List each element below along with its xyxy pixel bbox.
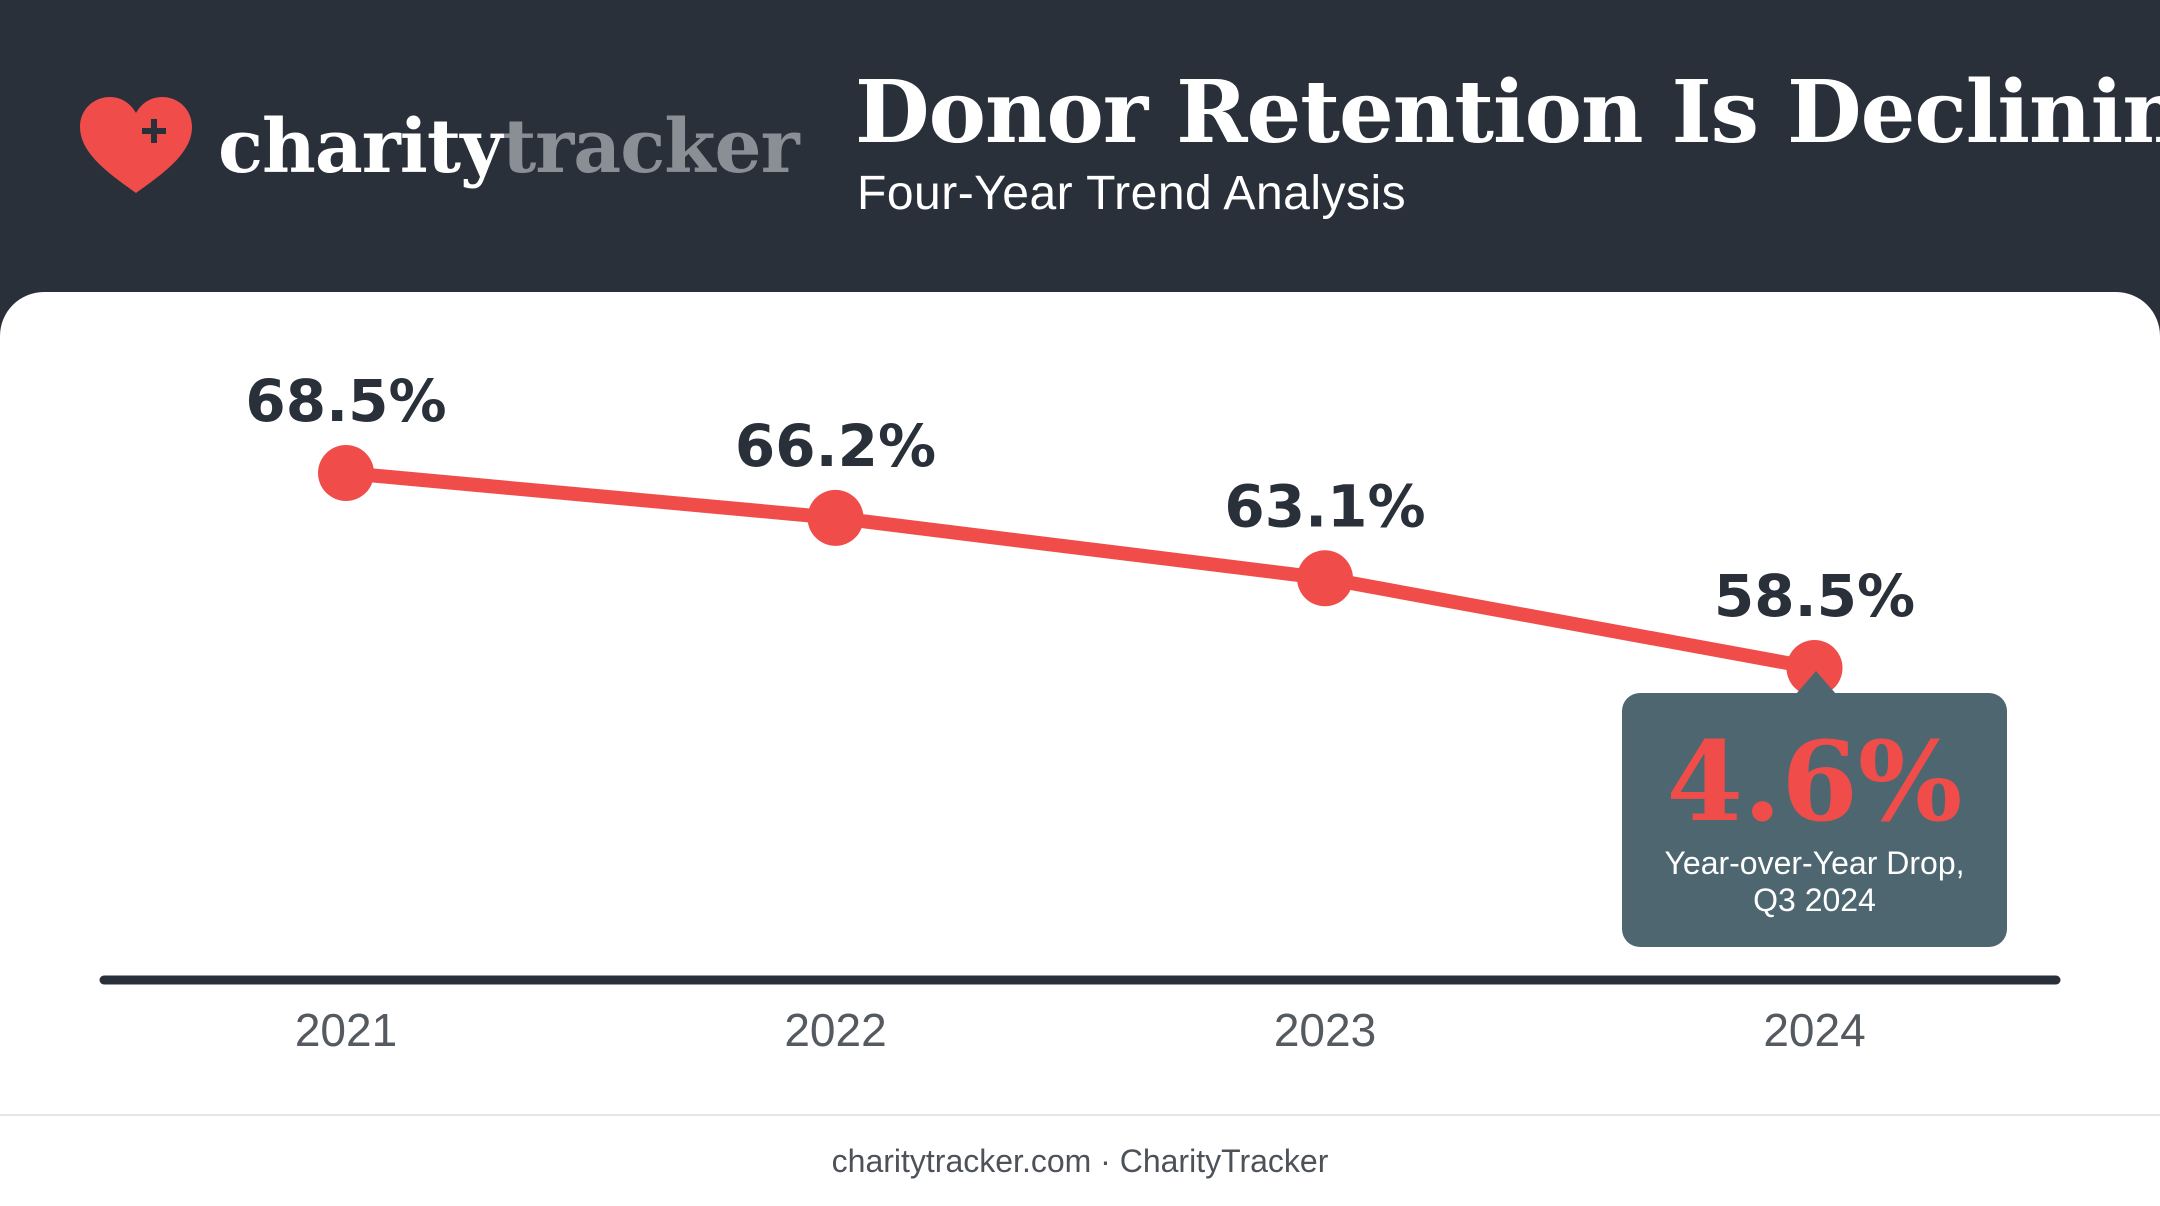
brand-wordmark: charitytracker	[218, 104, 800, 190]
heart-plus-icon	[80, 97, 192, 193]
callout-caption: Year-over-Year Drop, Q3 2024	[1664, 845, 1965, 918]
x-tick-labels: 2021 2022 2023 2024	[295, 1004, 1866, 1056]
yoy-drop-callout: 4.6% Year-over-Year Drop, Q3 2024	[1622, 693, 2007, 947]
data-points	[318, 445, 1843, 696]
page-title: Donor Retention Is Declining	[855, 62, 2160, 163]
series-line	[339, 466, 1822, 675]
brand-name-charity: charity	[218, 104, 503, 190]
footer-divider	[0, 1114, 2160, 1116]
data-label-2023: 63.1%	[1224, 472, 1425, 540]
series-line-layer	[339, 466, 1822, 675]
header-banner: charitytracker Donor Retention Is Declin…	[0, 0, 2160, 292]
brand-name-tracker: tracker	[502, 104, 800, 190]
data-point-2023[interactable]	[1297, 550, 1353, 607]
page-subtitle: Four-Year Trend Analysis	[857, 167, 1407, 220]
callout-pointer	[1796, 671, 1836, 694]
callout-value: 4.6%	[1666, 717, 1963, 846]
data-labels: 68.5% 66.2% 63.1% 58.5%	[245, 367, 1915, 630]
data-label-2022: 66.2%	[735, 412, 936, 480]
x-tick-2023: 2023	[1274, 1004, 1376, 1056]
x-tick-2021: 2021	[295, 1004, 397, 1056]
footer-credit[interactable]: charitytracker.com · CharityTracker	[831, 1143, 1329, 1179]
brand-logo[interactable]: charitytracker	[78, 92, 800, 202]
data-label-2021: 68.5%	[245, 367, 446, 435]
data-point-2021[interactable]	[318, 445, 374, 501]
x-tick-2024: 2024	[1763, 1004, 1865, 1056]
data-point-2022[interactable]	[807, 489, 864, 546]
x-tick-2022: 2022	[784, 1004, 886, 1056]
data-label-2024: 58.5%	[1714, 562, 1915, 630]
